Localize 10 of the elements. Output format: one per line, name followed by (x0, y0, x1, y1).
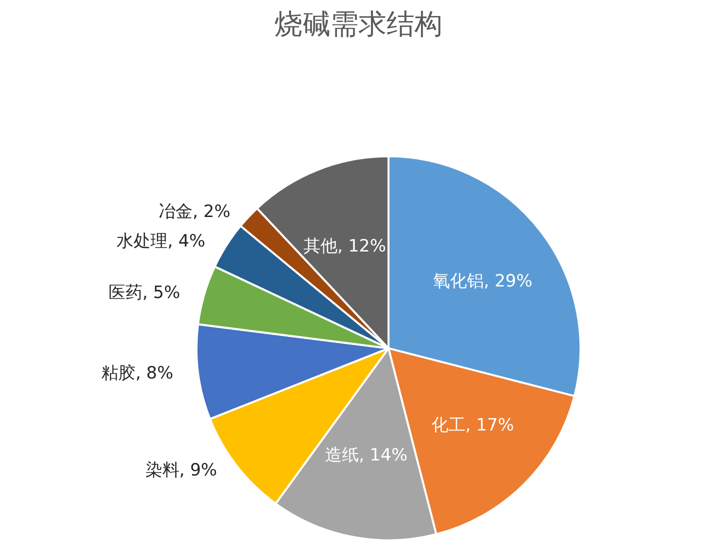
slice-label: 氧化铝, 29% (432, 271, 532, 292)
slice-label: 造纸, 14% (324, 446, 408, 466)
slice-label: 水处理, 4% (116, 232, 206, 252)
slice-label: 其他, 12% (303, 236, 386, 257)
slice-label: 冶金, 2% (158, 202, 230, 222)
slice-label: 染料, 9% (145, 460, 218, 480)
slice-label: 医药, 5% (108, 282, 180, 303)
chart-title: 烧碱需求结构 (274, 8, 442, 40)
slice-label: 化工, 17% (431, 416, 514, 436)
slice-label: 粘胶, 8% (101, 363, 174, 384)
